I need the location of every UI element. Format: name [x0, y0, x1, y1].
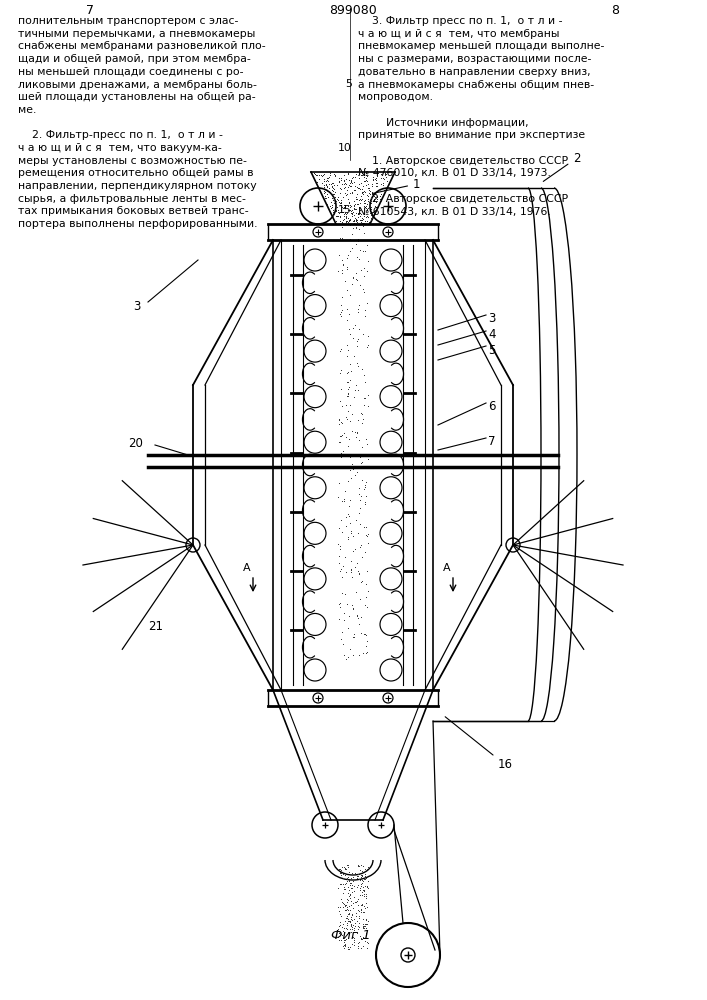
- Text: 21: 21: [148, 620, 163, 633]
- Text: тах примыкания боковых ветвей транс-: тах примыкания боковых ветвей транс-: [18, 207, 249, 217]
- Text: ны с размерами, возрастающими после-: ны с размерами, возрастающими после-: [358, 54, 591, 64]
- Text: меры установлены с возможностью пе-: меры установлены с возможностью пе-: [18, 156, 247, 166]
- Text: 15: 15: [338, 205, 352, 215]
- Text: 10: 10: [338, 143, 352, 153]
- Text: № 476010, кл. В 01 D 33/14, 1973.: № 476010, кл. В 01 D 33/14, 1973.: [358, 168, 551, 178]
- Text: пневмокамер меньшей площади выполне-: пневмокамер меньшей площади выполне-: [358, 41, 604, 51]
- Text: 5: 5: [488, 344, 496, 357]
- Text: ны меньшей площади соединены с ро-: ны меньшей площади соединены с ро-: [18, 67, 243, 77]
- Text: ч а ю щ и й с я  тем, что мембраны: ч а ю щ и й с я тем, что мембраны: [358, 29, 559, 39]
- Text: ремещения относительно общей рамы в: ремещения относительно общей рамы в: [18, 168, 254, 178]
- Text: Фиг 1: Фиг 1: [331, 929, 370, 942]
- Text: Источники информации,: Источники информации,: [358, 118, 529, 128]
- Text: 2: 2: [543, 151, 580, 181]
- Text: 899080: 899080: [329, 4, 377, 17]
- Text: ме.: ме.: [18, 105, 36, 115]
- Text: 7: 7: [488, 435, 496, 448]
- Text: 1. Авторское свидетельство СССР: 1. Авторское свидетельство СССР: [358, 156, 568, 166]
- Text: портера выполнены перфорированными.: портера выполнены перфорированными.: [18, 219, 257, 229]
- Text: 2. Фильтр-пресс по п. 1,  о т л и -: 2. Фильтр-пресс по п. 1, о т л и -: [18, 130, 223, 140]
- Text: сырья, а фильтровальные ленты в мес-: сырья, а фильтровальные ленты в мес-: [18, 194, 246, 204]
- Text: направлении, перпендикулярном потоку: направлении, перпендикулярном потоку: [18, 181, 257, 191]
- Text: снабжены мембранами разновеликой пло-: снабжены мембранами разновеликой пло-: [18, 41, 266, 51]
- Text: А: А: [443, 563, 450, 573]
- Text: 8: 8: [611, 4, 619, 17]
- Text: принятые во внимание при экспертизе: принятые во внимание при экспертизе: [358, 130, 585, 140]
- Text: мопроводом.: мопроводом.: [358, 92, 433, 102]
- Text: 20: 20: [128, 437, 143, 450]
- Text: ликовыми дренажами, а мембраны боль-: ликовыми дренажами, а мембраны боль-: [18, 80, 257, 90]
- Text: 3: 3: [133, 300, 141, 313]
- Text: 16: 16: [445, 717, 513, 772]
- Text: а пневмокамеры снабжены общим пнев-: а пневмокамеры снабжены общим пнев-: [358, 80, 594, 90]
- Text: А: А: [243, 563, 250, 573]
- Text: 5: 5: [345, 79, 352, 89]
- Text: 4: 4: [488, 328, 496, 341]
- Text: 7: 7: [86, 4, 94, 17]
- Text: ч а ю щ и й с я  тем, что вакуум-ка-: ч а ю щ и й с я тем, что вакуум-ка-: [18, 143, 222, 153]
- Text: 1: 1: [373, 178, 421, 193]
- Text: 3. Фильтр пресс по п. 1,  о т л и -: 3. Фильтр пресс по п. 1, о т л и -: [358, 16, 563, 26]
- Text: 6: 6: [488, 400, 496, 413]
- Text: № 610543, кл. В 01 D 33/14, 1976.: № 610543, кл. В 01 D 33/14, 1976.: [358, 207, 551, 217]
- Text: довательно в направлении сверху вниз,: довательно в направлении сверху вниз,: [358, 67, 590, 77]
- Text: щади и общей рамой, при этом мембра-: щади и общей рамой, при этом мембра-: [18, 54, 251, 64]
- Text: тичными перемычками, а пневмокамеры: тичными перемычками, а пневмокамеры: [18, 29, 255, 39]
- Text: 2. Авторское свидетельство СССР: 2. Авторское свидетельство СССР: [358, 194, 568, 204]
- Text: шей площади установлены на общей ра-: шей площади установлены на общей ра-: [18, 92, 256, 102]
- Text: 3: 3: [488, 312, 496, 325]
- Text: полнительным транспортером с элас-: полнительным транспортером с элас-: [18, 16, 238, 26]
